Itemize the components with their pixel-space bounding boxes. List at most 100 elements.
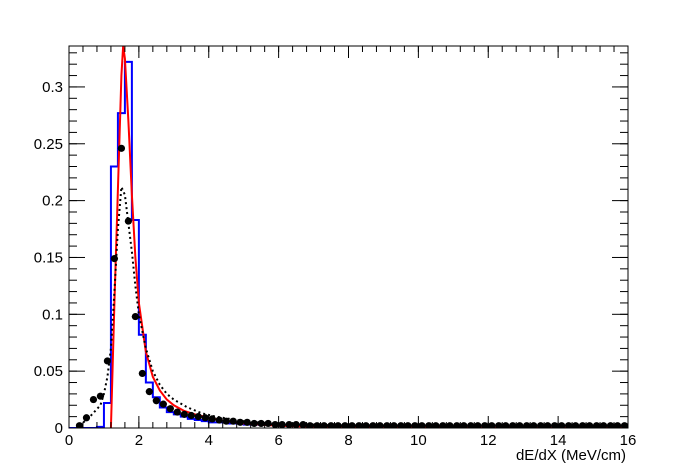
data-point (257, 419, 265, 428)
data-point (173, 408, 181, 416)
data-point (474, 422, 482, 428)
data-point (467, 422, 475, 428)
data-point (481, 422, 489, 428)
data-point (404, 422, 412, 428)
data-point (460, 422, 468, 428)
data-point (320, 422, 328, 428)
data-point (250, 419, 258, 428)
y-tick-label: 0.25 (34, 136, 63, 153)
data-point (138, 369, 146, 378)
y-tick-label: 0.1 (42, 306, 63, 323)
data-point (96, 392, 105, 400)
data-point (117, 144, 126, 152)
data-point (362, 422, 370, 428)
data-point (103, 357, 112, 365)
data-point (502, 422, 510, 428)
x-axis-label: dE/dX (MeV/cm) (516, 447, 626, 464)
data-point (599, 422, 608, 428)
data-point (390, 422, 398, 428)
data-point (229, 417, 237, 425)
data-point (82, 414, 91, 422)
data-point (453, 422, 461, 428)
data-point (166, 405, 174, 413)
x-tick-label: 16 (620, 432, 637, 449)
data-point (187, 411, 195, 420)
x-tick-label: 12 (480, 432, 497, 449)
data-point (446, 422, 454, 428)
data-point (495, 422, 503, 428)
data-point (369, 422, 377, 428)
data-point (585, 422, 594, 428)
data-point (425, 422, 433, 428)
data-point (313, 422, 321, 428)
y-tick-label: 0.3 (42, 79, 63, 96)
data-point (243, 418, 251, 426)
data-point (530, 422, 538, 428)
x-tick-label: 8 (344, 432, 352, 449)
x-tick-label: 2 (135, 432, 143, 449)
data-point (194, 413, 202, 421)
data-point (348, 422, 356, 428)
data-point (537, 422, 545, 428)
data-point (208, 415, 216, 423)
data-point (306, 422, 314, 428)
data-point (516, 422, 524, 428)
data-point (89, 395, 98, 404)
dotted-curve (78, 186, 628, 428)
data-point (418, 422, 426, 428)
data-point (571, 422, 580, 428)
y-tick-label: 0 (55, 420, 63, 437)
data-point (544, 422, 552, 428)
data-point (578, 422, 587, 428)
data-point (558, 422, 566, 428)
data-point (292, 420, 300, 428)
data-point (152, 397, 160, 405)
data-point (488, 422, 496, 428)
data-point (75, 422, 84, 428)
data-point (327, 422, 335, 428)
data-point (278, 420, 286, 428)
x-tick-label: 14 (550, 432, 567, 449)
data-point (523, 422, 531, 428)
data-point (592, 422, 601, 428)
x-tick-label: 6 (274, 432, 282, 449)
y-tick-label: 0.15 (34, 249, 63, 266)
data-point (271, 420, 279, 428)
data-point (620, 422, 628, 428)
data-point (299, 420, 307, 428)
data-point (613, 422, 622, 428)
data-point (439, 422, 447, 428)
data-point (236, 418, 244, 426)
data-point (376, 422, 384, 428)
plot-area (69, 46, 628, 428)
data-point (180, 410, 188, 418)
data-point (551, 422, 559, 428)
data-point (264, 419, 272, 428)
y-tick-label: 0.2 (42, 193, 63, 210)
x-tick-label: 4 (205, 432, 213, 449)
data-point (285, 420, 293, 428)
data-point (411, 422, 419, 428)
data-point (201, 414, 209, 422)
data-point (159, 400, 167, 408)
axes: 0 2 4 6 8 10 12 14 16 0 0.05 0.1 0.15 0.2 0.25 0.3 (34, 45, 637, 449)
x-tick-label: 10 (410, 432, 427, 449)
data-point (124, 217, 132, 225)
y-tick-label: 0.05 (34, 363, 63, 380)
data-point (383, 422, 391, 428)
data-point (110, 255, 119, 263)
data-point (509, 422, 517, 428)
data-point (432, 422, 440, 428)
x-tick-label: 0 (65, 432, 73, 449)
data-point (355, 422, 363, 428)
data-point (334, 422, 342, 428)
data-point (215, 416, 223, 424)
data-point (397, 422, 405, 428)
data-point (131, 312, 139, 321)
data-point (145, 388, 153, 396)
data-point (341, 422, 349, 428)
data-point (222, 417, 230, 425)
data-point (606, 422, 615, 428)
data-point (565, 422, 573, 428)
